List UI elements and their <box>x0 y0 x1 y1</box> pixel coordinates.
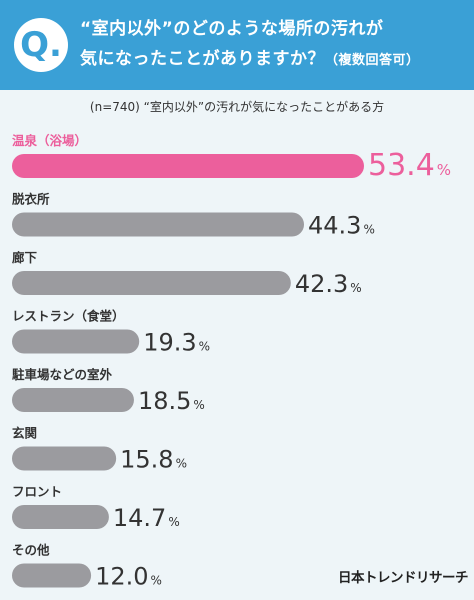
category-label: フロント <box>12 484 62 499</box>
value-label: 42.3% <box>295 270 362 298</box>
value-label: 44.3% <box>308 212 375 240</box>
bar <box>12 154 364 178</box>
question-mark: Q. <box>20 25 62 65</box>
category-label: 脱衣所 <box>12 192 50 207</box>
bar <box>12 212 305 237</box>
question-text: “室内以外”のどのような場所の汚れが 気になったことがありますか？（複数回答可） <box>80 14 470 76</box>
value-label: 15.8% <box>120 446 187 474</box>
question-header: Q. “室内以外”のどのような場所の汚れが 気になったことがありますか？（複数回… <box>0 0 474 90</box>
question-line-2: 気になったことがありますか？（複数回答可） <box>80 44 470 76</box>
question-line-2-main: 気になったことがありますか？ <box>80 49 325 69</box>
question-note: （複数回答可） <box>325 53 420 68</box>
category-label: レストラン（食堂） <box>12 309 125 324</box>
chart-subtitle: (n=740) “室内以外”の汚れが気になったことがある方 <box>89 100 385 114</box>
category-label: 駐車場などの室外 <box>12 367 113 382</box>
value-label: 18.5% <box>138 387 205 415</box>
question-line-1: “室内以外”のどのような場所の汚れが <box>80 19 384 39</box>
category-label: 温泉（浴場） <box>12 133 87 148</box>
value-label: 12.0% <box>95 563 162 591</box>
bar <box>12 505 109 529</box>
category-label: 玄関 <box>12 426 37 441</box>
value-label: 53.4% <box>368 148 451 183</box>
bar <box>12 446 117 471</box>
value-label: 14.7% <box>113 504 180 532</box>
value-label: 19.3% <box>143 329 210 357</box>
category-label: 廊下 <box>12 250 38 265</box>
bar <box>12 563 92 588</box>
brand-logo: 日本トレンドリサーチ <box>338 570 469 586</box>
category-label: その他 <box>12 543 50 558</box>
bar <box>12 271 291 295</box>
bar <box>12 388 134 412</box>
question-badge: Q. <box>14 18 68 72</box>
bar <box>12 329 140 354</box>
